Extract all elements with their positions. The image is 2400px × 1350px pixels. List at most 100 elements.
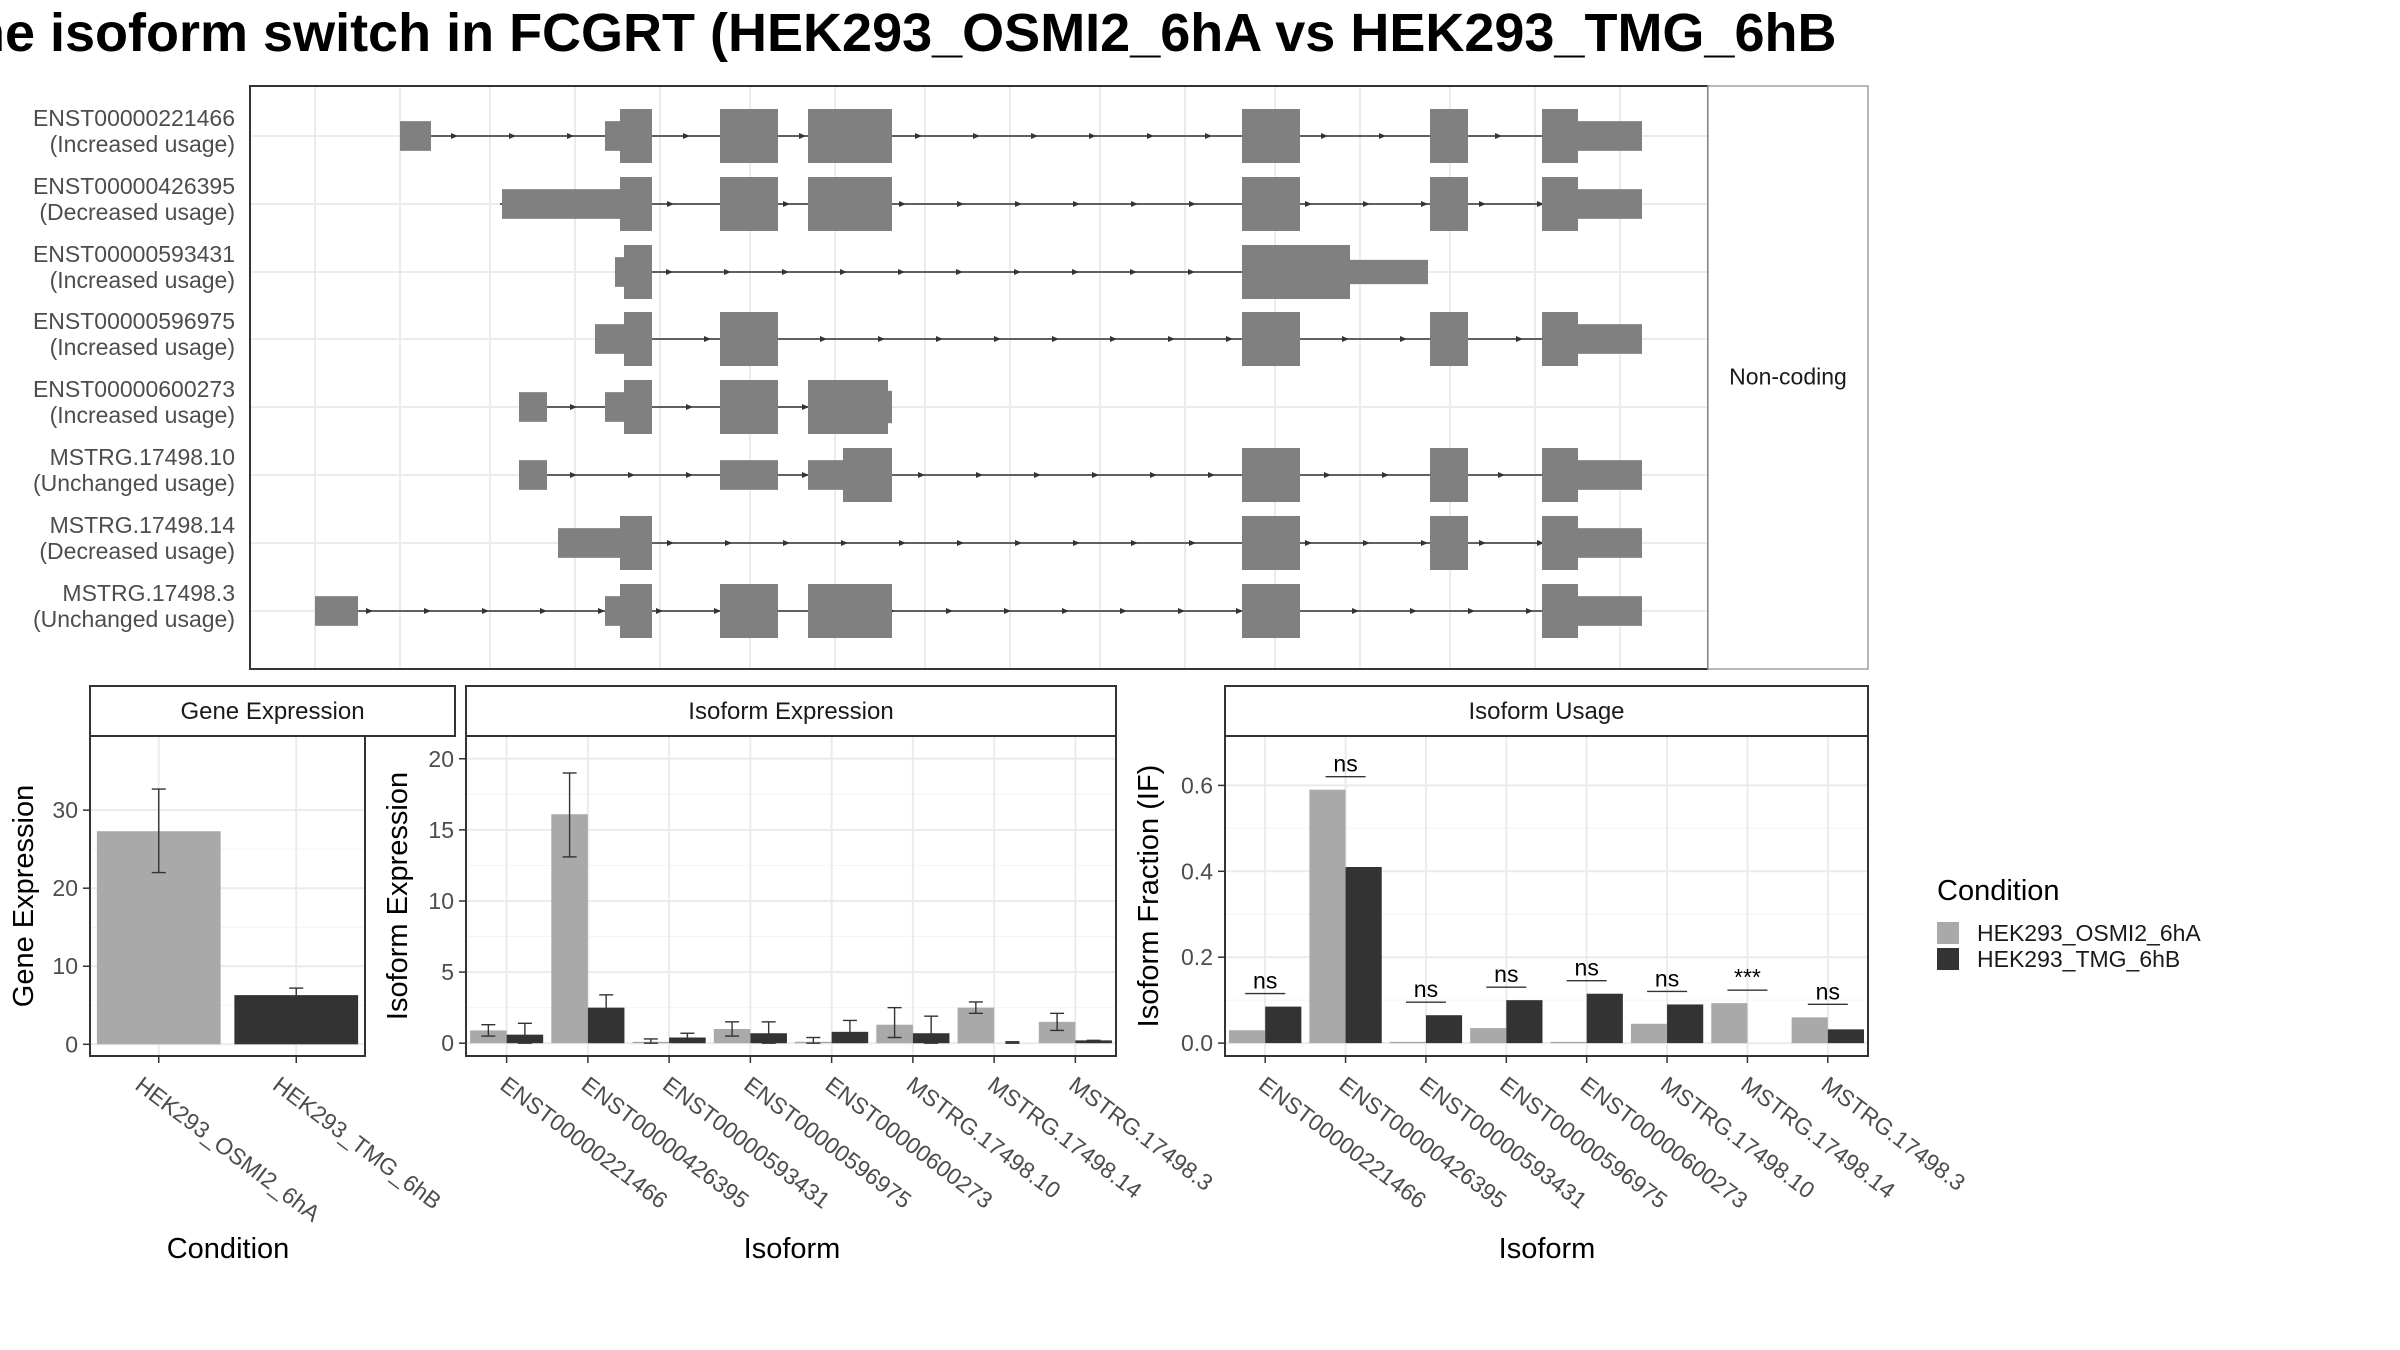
intron-arrow bbox=[1479, 201, 1486, 207]
bar-mstrg-17498-10-hek293-tmg-6hb bbox=[1667, 1004, 1704, 1044]
intron-arrow bbox=[666, 269, 673, 275]
exon-block bbox=[1542, 516, 1578, 570]
intron-arrow bbox=[783, 201, 790, 207]
intron-arrow bbox=[936, 336, 943, 342]
exon-block bbox=[888, 390, 892, 424]
transcript-usage-label: (Decreased usage) bbox=[39, 538, 235, 564]
intron-arrow bbox=[918, 472, 925, 478]
exon-block bbox=[620, 109, 652, 163]
bar-enst00000600273-hek293-tmg-6hb bbox=[1586, 993, 1623, 1044]
exon-block bbox=[519, 460, 547, 490]
exon-block bbox=[624, 380, 652, 434]
exon-block bbox=[720, 380, 778, 434]
intron-arrow bbox=[1073, 540, 1080, 546]
intron-arrow bbox=[686, 472, 693, 478]
transcript-track-enst00000426395 bbox=[500, 177, 1642, 231]
exon-block bbox=[808, 380, 888, 434]
intron-arrow bbox=[799, 133, 806, 139]
y-tick-label: 10 bbox=[428, 888, 454, 914]
intron-arrow bbox=[1342, 336, 1349, 342]
exon-block bbox=[720, 584, 778, 638]
intron-arrow bbox=[683, 133, 690, 139]
intron-arrow bbox=[840, 269, 847, 275]
intron-arrow bbox=[973, 133, 980, 139]
y-tick-label: 15 bbox=[428, 817, 454, 843]
y-axis-title: Gene Expression bbox=[8, 785, 40, 1007]
exon-block bbox=[1542, 584, 1578, 638]
intron-arrow bbox=[1089, 133, 1096, 139]
intron-arrow bbox=[1031, 133, 1038, 139]
intron-arrow bbox=[994, 336, 1001, 342]
bar-enst00000221466-hek293-osmi2-6ha bbox=[470, 1030, 507, 1044]
intron-arrow bbox=[1150, 472, 1157, 478]
exon-block bbox=[558, 528, 620, 558]
exon-block bbox=[1242, 584, 1300, 638]
y-tick-label: 20 bbox=[52, 875, 78, 901]
intron-arrow bbox=[1537, 201, 1544, 207]
x-axis-title: Isoform bbox=[744, 1233, 841, 1265]
exon-block bbox=[315, 596, 358, 626]
transcript-track-mstrg-17498-10 bbox=[519, 448, 1642, 502]
intron-arrow bbox=[540, 608, 547, 614]
y-tick-label: 0.6 bbox=[1181, 772, 1213, 798]
intron-arrow bbox=[1324, 472, 1331, 478]
exon-block bbox=[720, 109, 778, 163]
intron-arrow bbox=[1516, 336, 1523, 342]
facet-strip bbox=[1707, 85, 1869, 670]
intron-arrow bbox=[1208, 472, 1215, 478]
intron-arrow bbox=[667, 540, 674, 546]
y-tick-label: 0.2 bbox=[1181, 944, 1213, 970]
bar-mstrg-17498-10-hek293-osmi2-6ha bbox=[1630, 1023, 1668, 1044]
intron-arrow bbox=[899, 201, 906, 207]
transcript-usage-label: (Increased usage) bbox=[50, 267, 235, 293]
intron-arrow bbox=[957, 201, 964, 207]
exon-block bbox=[1542, 448, 1578, 502]
transcript-track-mstrg-17498-3 bbox=[315, 584, 1642, 638]
intron-arrow bbox=[1321, 133, 1328, 139]
significance-label: ns bbox=[1816, 978, 1840, 1004]
y-tick-label: 10 bbox=[52, 953, 78, 979]
exon-block bbox=[720, 312, 778, 366]
intron-arrow bbox=[1537, 540, 1544, 546]
exon-block bbox=[720, 460, 778, 490]
bar-enst00000221466-hek293-osmi2-6ha bbox=[1229, 1030, 1266, 1044]
intron-arrow bbox=[1410, 608, 1417, 614]
x-axis-title: Isoform bbox=[1499, 1233, 1596, 1265]
exon-block bbox=[720, 177, 778, 231]
transcript-usage-label: (Increased usage) bbox=[50, 131, 235, 157]
intron-arrow bbox=[567, 133, 574, 139]
intron-arrow bbox=[1004, 608, 1011, 614]
significance-label: *** bbox=[1734, 964, 1761, 990]
intron-arrow bbox=[1468, 608, 1475, 614]
transcript-label-enst00000600273: ENST00000600273 bbox=[33, 376, 235, 402]
intron-arrow bbox=[570, 404, 577, 410]
exon-block bbox=[1242, 177, 1300, 231]
transcript-usage-label: (Unchanged usage) bbox=[33, 470, 235, 496]
x-axis-title: Condition bbox=[167, 1233, 290, 1265]
transcript-label-enst00000596975: ENST00000596975 bbox=[33, 308, 235, 334]
intron-arrow bbox=[820, 336, 827, 342]
exon-block bbox=[624, 312, 652, 366]
intron-arrow bbox=[1421, 201, 1428, 207]
intron-arrow bbox=[783, 540, 790, 546]
exon-block bbox=[1578, 324, 1642, 354]
y-axis-title: Isoform Expression bbox=[382, 772, 414, 1020]
exon-block bbox=[1578, 596, 1642, 626]
exon-block bbox=[1430, 177, 1468, 231]
intron-arrow bbox=[1072, 269, 1079, 275]
panel-title: Isoform Usage bbox=[1468, 698, 1624, 725]
exon-block bbox=[595, 324, 624, 354]
intron-arrow bbox=[957, 540, 964, 546]
exon-block bbox=[605, 121, 620, 151]
intron-arrow bbox=[724, 269, 731, 275]
y-tick-label: 0 bbox=[441, 1030, 454, 1056]
exon-block bbox=[808, 460, 843, 490]
exon-block bbox=[808, 177, 892, 231]
intron-arrow bbox=[1400, 336, 1407, 342]
transcript-track-enst00000593431 bbox=[615, 245, 1428, 299]
panel-strip bbox=[1224, 685, 1869, 737]
legend-label-hek293-osmi2-6ha: HEK293_OSMI2_6hA bbox=[1977, 920, 2201, 946]
exon-block bbox=[620, 584, 652, 638]
chart-panel-isoform-usage: ns ns ns ns ns ns *** ns Isoform Usage 0.0 0.2 0.4 0… bbox=[1133, 685, 1970, 1265]
